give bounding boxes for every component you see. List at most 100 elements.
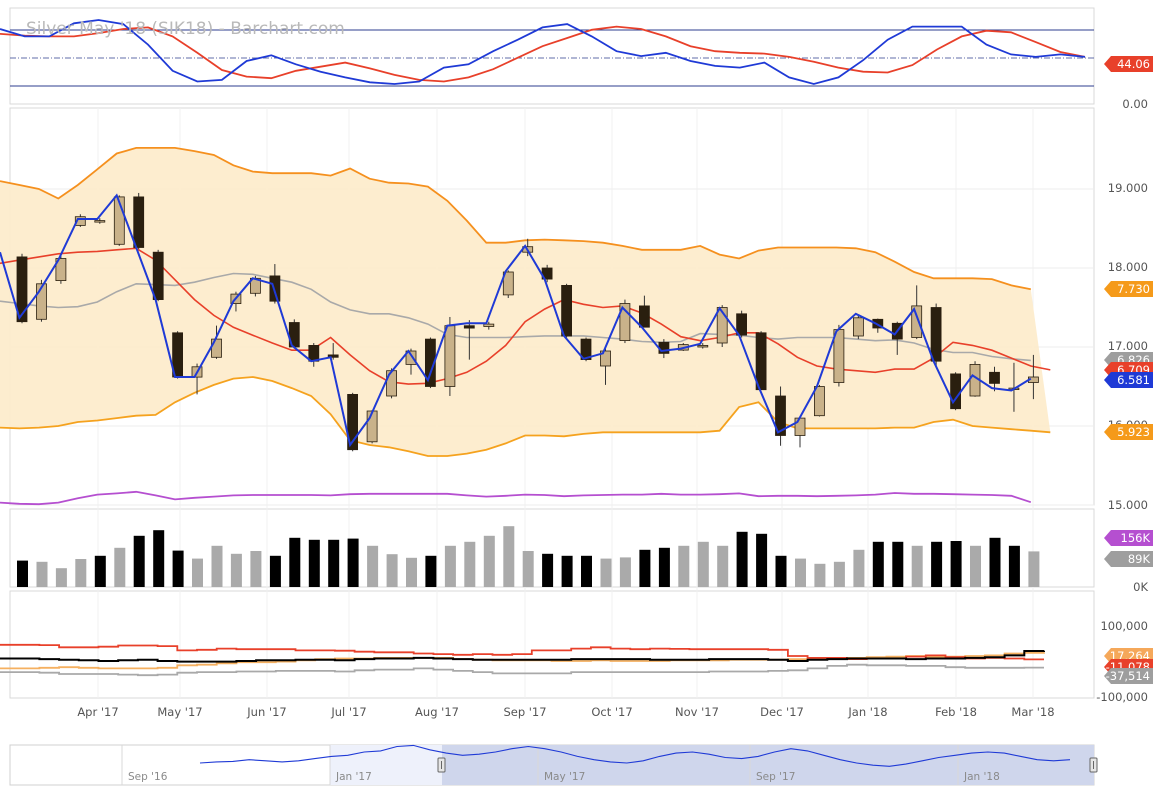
candle-body — [16, 256, 28, 323]
volume-bar — [172, 550, 184, 587]
volume-bar — [425, 555, 437, 587]
volume-bar — [717, 545, 729, 587]
candle-body — [133, 196, 145, 248]
bollinger-upper-line — [0, 146, 1031, 291]
y-axis-labels: 0.0019.00018.00017.00016.00015.0000K100,… — [1096, 97, 1148, 704]
candle-body — [152, 251, 164, 300]
tag-shape — [1104, 424, 1153, 440]
volume-bar — [697, 541, 709, 587]
volume-bar — [639, 549, 651, 587]
volume-bar — [600, 558, 612, 587]
tag-shape — [1104, 530, 1153, 546]
volume-bar — [153, 530, 165, 587]
volume-bar — [970, 545, 981, 587]
volume-bar — [1008, 545, 1020, 587]
x-tick-label: Jan '18 — [847, 705, 887, 719]
volume-panel — [0, 490, 1040, 587]
candle-body — [736, 313, 747, 336]
tag-label: 6.581 — [1117, 373, 1150, 387]
volume-bar — [911, 545, 923, 587]
navigator-label: Sep '17 — [756, 771, 795, 783]
volume-bar — [483, 535, 495, 587]
candle-body — [366, 410, 378, 443]
y-tick-label: 15.000 — [1108, 498, 1148, 512]
candle-body — [211, 338, 222, 358]
candle-body — [639, 305, 650, 328]
volume-bar — [230, 553, 242, 587]
stochastic-tag: 44.06 — [1104, 56, 1153, 72]
stochastic-panel-frame — [9, 7, 1095, 105]
volume-bar — [853, 549, 865, 587]
volume-tag: 156K — [1104, 530, 1153, 546]
bollinger-lower-line — [0, 376, 1051, 457]
volume-bar — [289, 537, 301, 587]
y-tick-label: -100,000 — [1096, 690, 1148, 704]
volume-bar — [17, 560, 28, 587]
cot-large-speculators-line — [0, 650, 1045, 663]
x-tick-label: Sep '17 — [503, 705, 546, 719]
candle-body — [814, 386, 825, 417]
volume-bar — [833, 561, 845, 587]
volume-bar — [658, 547, 670, 587]
price-tag: 6.581 — [1104, 372, 1153, 388]
candle-body — [989, 371, 1000, 384]
volume-bar — [250, 551, 262, 587]
candle-body — [658, 341, 670, 354]
volume-bar — [211, 545, 223, 587]
candle-body — [347, 393, 359, 451]
close-price-line — [0, 193, 1032, 448]
volume-bar — [736, 531, 748, 587]
candle-body — [405, 350, 417, 365]
y-tick-label: 0.00 — [1122, 97, 1148, 111]
volume-bar — [269, 555, 281, 587]
candle-body — [716, 307, 728, 344]
y-tick-label: 19.000 — [1108, 181, 1148, 195]
candle-body — [561, 284, 572, 337]
x-tick-label: Nov '17 — [675, 705, 719, 719]
y-tick-label: 17.000 — [1108, 339, 1148, 353]
x-tick-label: Jun '17 — [246, 705, 286, 719]
price-tag: 5.923 — [1104, 424, 1153, 440]
x-tick-label: Oct '17 — [591, 705, 632, 719]
candle-body — [55, 258, 67, 282]
cot-index-line — [0, 663, 1044, 677]
tag-label: 5.923 — [1117, 425, 1150, 439]
volume-bar — [619, 557, 631, 587]
tag-shape — [1104, 668, 1153, 684]
chart-watermark: Silver May '18 (SIK18) - Barchart.com — [26, 19, 345, 39]
bollinger-band — [0, 146, 1051, 457]
candle-body — [113, 196, 125, 245]
volume-bar — [775, 555, 787, 587]
volume-bar — [94, 555, 106, 587]
volume-bar — [36, 561, 48, 587]
volume-bar — [114, 547, 126, 587]
volume-bar — [328, 539, 340, 587]
tag-label: 156K — [1121, 531, 1151, 545]
candle-body — [619, 303, 631, 341]
candle-body — [444, 325, 456, 387]
candle-body — [483, 323, 495, 327]
stochastic-d-line — [0, 25, 1086, 83]
cot-panel — [0, 643, 1045, 677]
tag-shape — [1104, 372, 1153, 388]
volume-bar — [503, 526, 515, 587]
navigator-label: Sep '16 — [128, 771, 168, 783]
candle-body — [950, 373, 961, 410]
price-tag: 7.730 — [1104, 281, 1153, 297]
x-axis-labels: Apr '17 May '17 Jun '17 Jul '17 Aug '17 Sep '… — [77, 705, 1054, 719]
candle-body — [502, 271, 514, 296]
candle-body — [94, 220, 106, 223]
tag-label: 89K — [1128, 552, 1151, 566]
volume-bar — [55, 568, 67, 587]
y-tick-label: 18.000 — [1108, 260, 1148, 274]
navigator-shade — [330, 745, 442, 785]
candle-body — [308, 344, 320, 362]
volume-bar — [756, 533, 768, 587]
candle-body — [74, 216, 86, 226]
candle-body — [833, 329, 845, 383]
navigator[interactable]: Sep '16 Jan '17 May '17 Sep '17 Jan '18 — [9, 744, 1098, 786]
volume-bar — [989, 537, 1001, 587]
candle-body — [911, 305, 923, 338]
x-tick-label: Feb '18 — [935, 705, 977, 719]
